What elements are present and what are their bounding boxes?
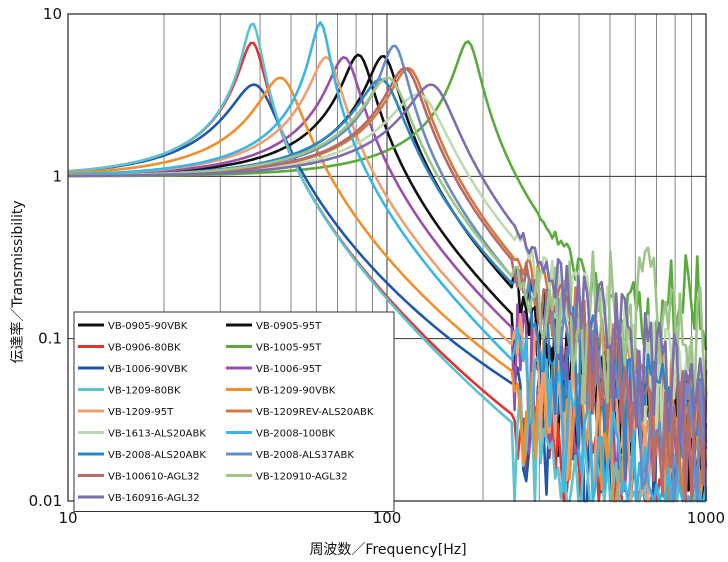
series-lines bbox=[67, 21, 708, 503]
legend-label: VB-0906-80BK bbox=[108, 343, 181, 354]
legend-label: VB-1613-ALS20ABK bbox=[108, 429, 206, 440]
x-axis-title: 周波数／Frequency[Hz] bbox=[309, 542, 466, 558]
legend-label: VB-1209REV-ALS20ABK bbox=[256, 407, 374, 418]
legend-label: VB-2008-ALS37ABK bbox=[256, 450, 354, 461]
legend-label: VB-160916-AGL32 bbox=[108, 493, 200, 504]
series-line bbox=[67, 76, 708, 411]
legend-label: VB-1006-95T bbox=[256, 364, 322, 375]
legend-label: VB-1209-80BK bbox=[108, 386, 181, 397]
legend-label: VB-1006-90VBK bbox=[108, 364, 188, 375]
x-tick-label: 1000 bbox=[687, 509, 725, 527]
legend-label: VB-0905-95T bbox=[256, 321, 322, 332]
x-tick-label: 10 bbox=[58, 509, 77, 527]
x-tick-label: 100 bbox=[373, 509, 402, 527]
legend-label: VB-120910-AGL32 bbox=[256, 472, 348, 483]
legend: VB-0905-90VBK VB-0905-95T VB-0906-80BK VB-1… bbox=[73, 311, 395, 512]
legend-label: VB-1209-90VBK bbox=[256, 386, 336, 397]
legend-label: VB-0905-90VBK bbox=[108, 321, 188, 332]
legend-label: VB-2008-100BK bbox=[256, 429, 335, 440]
y-axis-title: 伝達率／Transmissibility bbox=[9, 200, 26, 363]
legend-label: VB-2008-ALS20ABK bbox=[108, 450, 206, 461]
series-line bbox=[67, 22, 706, 503]
tick-labels: 10 100 1000 0.01 0.1 1 10 bbox=[29, 5, 726, 527]
y-tick-label: 10 bbox=[43, 5, 62, 23]
series-line bbox=[68, 83, 708, 445]
legend-label: VB-100610-AGL32 bbox=[108, 472, 200, 483]
y-tick-label: 1 bbox=[52, 167, 62, 185]
y-tick-label: 0.1 bbox=[38, 330, 62, 348]
legend-label: VB-1209-95T bbox=[108, 407, 174, 418]
series-line bbox=[67, 76, 708, 503]
y-tick-label: 0.01 bbox=[29, 492, 62, 510]
series-line bbox=[67, 21, 708, 503]
legend-label: VB-1005-95T bbox=[256, 343, 322, 354]
